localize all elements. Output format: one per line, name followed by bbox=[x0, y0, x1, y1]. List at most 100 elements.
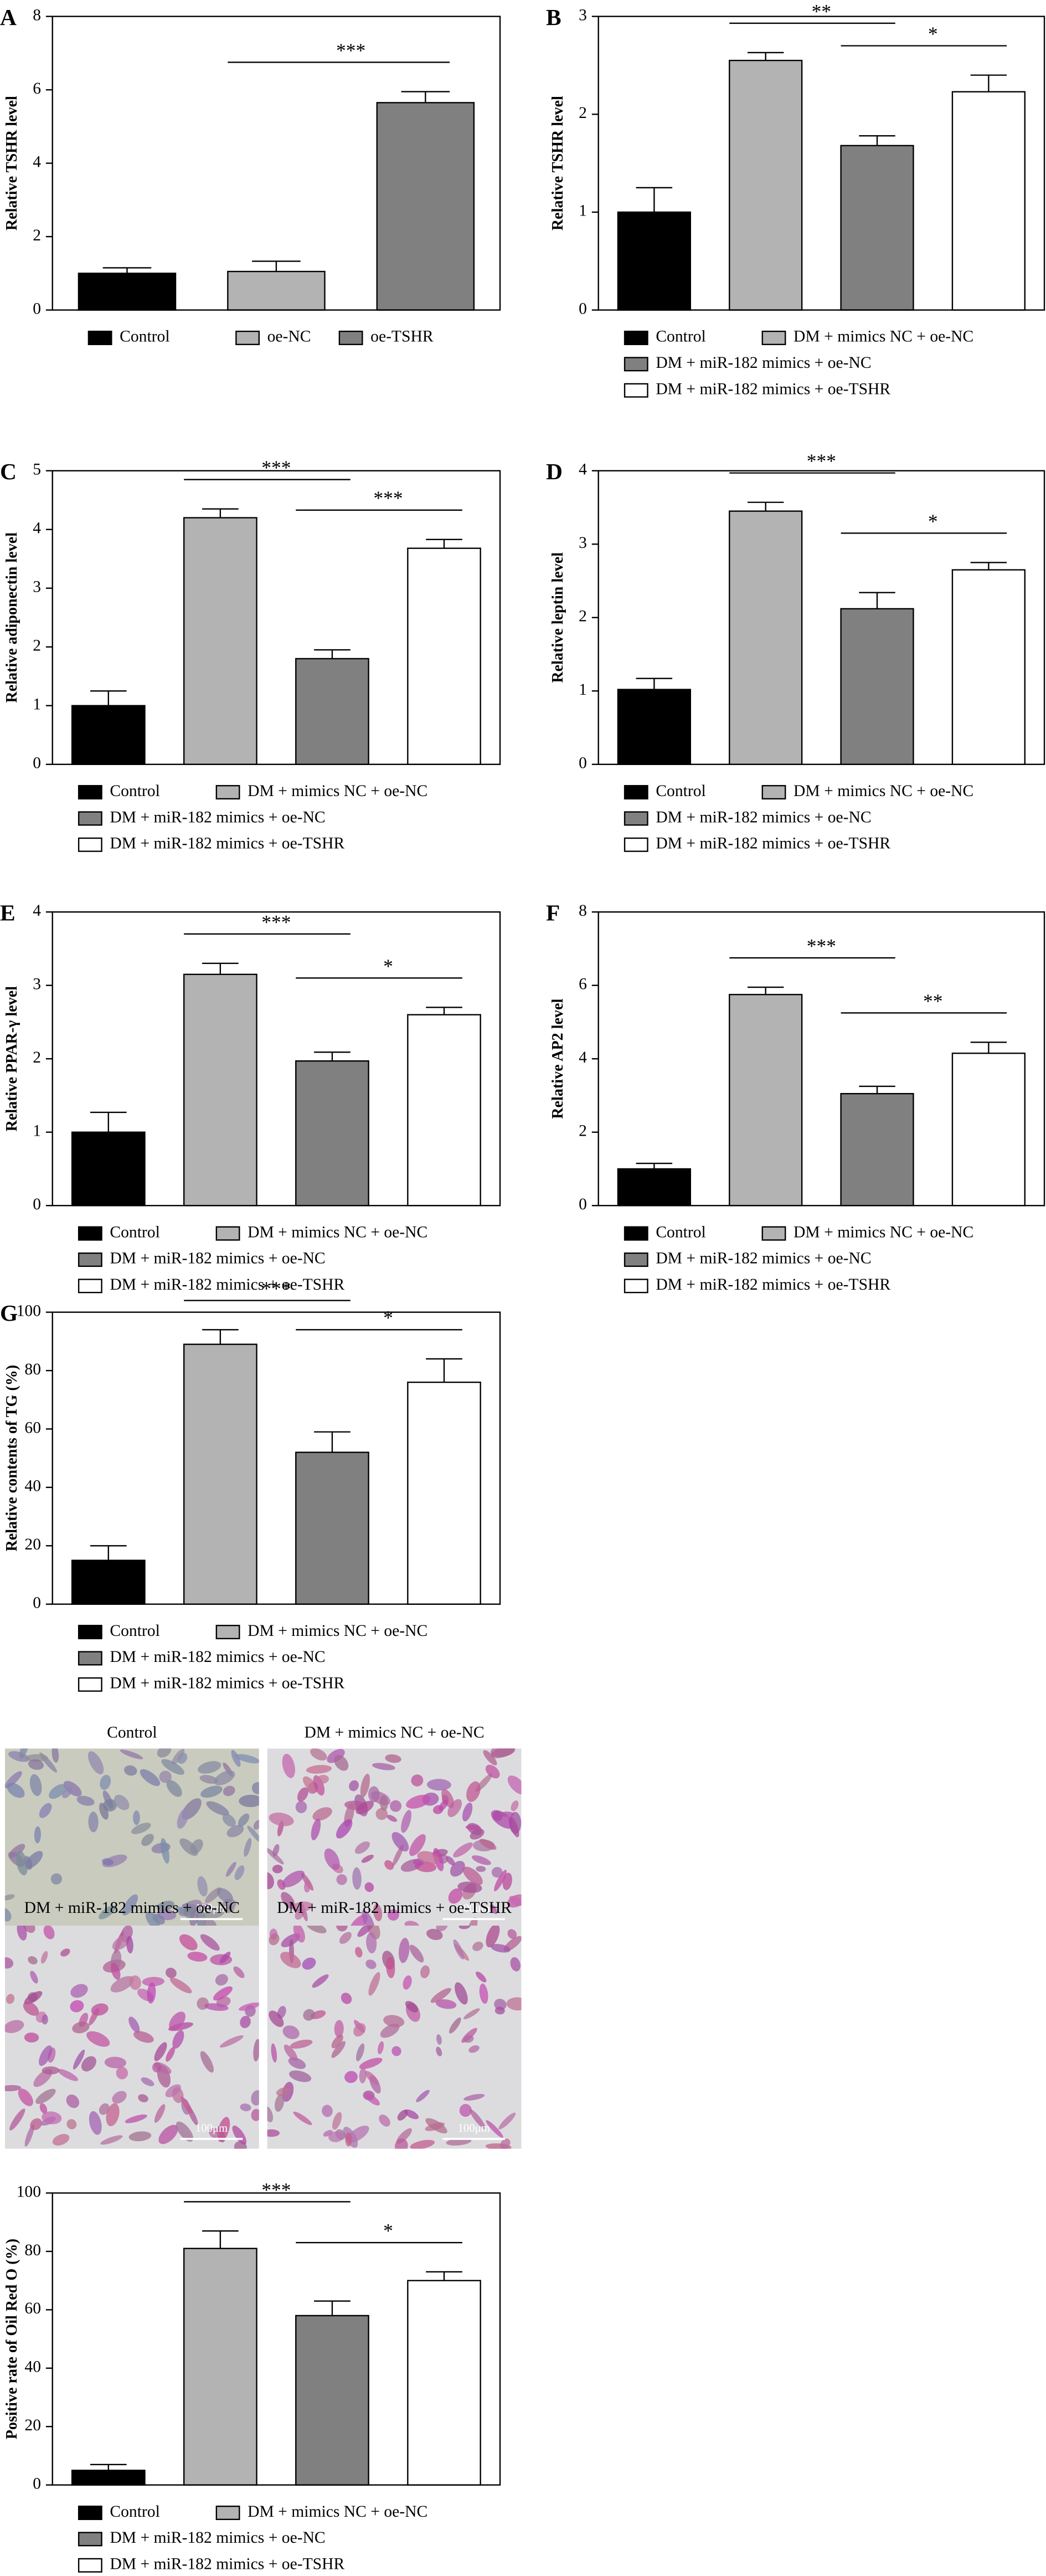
cell bbox=[276, 2087, 291, 2096]
legend-swatch bbox=[78, 1651, 102, 1666]
legend-label: DM + miR-182 mimics + oe-NC bbox=[656, 1250, 871, 1268]
cell bbox=[403, 1975, 412, 1990]
y-axis-label: Relative TSHR level bbox=[549, 96, 566, 230]
legend-label: DM + mimics NC + oe-NC bbox=[248, 1622, 427, 1640]
cell bbox=[217, 2117, 230, 2142]
cell bbox=[288, 2070, 312, 2082]
cell bbox=[99, 1803, 109, 1820]
cell bbox=[486, 1926, 500, 1948]
cell bbox=[470, 1829, 485, 1840]
legend-swatch bbox=[78, 2532, 102, 2547]
legend-swatch bbox=[624, 357, 648, 372]
panel-label: B bbox=[546, 4, 561, 30]
legend-swatch bbox=[78, 1252, 102, 1267]
cell bbox=[368, 1972, 380, 1996]
cell bbox=[7, 1783, 25, 1798]
y-axis-label: Positive rate of Oil Red O (%) bbox=[3, 2239, 20, 2439]
cell bbox=[161, 1759, 184, 1775]
y-tick-label: 100 bbox=[17, 1302, 41, 1320]
legend-swatch bbox=[78, 1226, 102, 1241]
cell bbox=[172, 1748, 185, 1765]
cell bbox=[426, 1928, 443, 1941]
cell bbox=[120, 1749, 143, 1759]
cell bbox=[282, 1753, 295, 1778]
y-tick-label: 80 bbox=[24, 2241, 41, 2259]
cell bbox=[459, 2103, 472, 2117]
cell bbox=[225, 1861, 236, 1877]
significance-label: * bbox=[383, 2220, 393, 2242]
y-tick-label: 0 bbox=[33, 2475, 41, 2492]
cell bbox=[172, 2030, 184, 2049]
cell bbox=[491, 1944, 511, 1953]
panel-label: E bbox=[0, 900, 16, 926]
cell bbox=[384, 1860, 394, 1870]
cell bbox=[311, 1818, 321, 1840]
cell bbox=[251, 2090, 259, 2106]
cell bbox=[112, 1935, 130, 1951]
cell bbox=[145, 1911, 160, 1929]
significance-label: *** bbox=[373, 487, 403, 509]
cell bbox=[366, 1932, 377, 1954]
cell bbox=[386, 1957, 395, 1978]
cell bbox=[147, 1982, 156, 2004]
cell bbox=[489, 1904, 497, 1915]
cell bbox=[293, 2111, 312, 2126]
cell bbox=[39, 2103, 48, 2114]
cell bbox=[453, 1939, 465, 1960]
cell bbox=[58, 2069, 79, 2081]
cell bbox=[251, 1782, 259, 1794]
cell bbox=[401, 1810, 411, 1833]
cell bbox=[430, 1988, 451, 2003]
cell bbox=[215, 1974, 228, 1986]
y-tick-label: 4 bbox=[579, 461, 587, 479]
cell bbox=[267, 2129, 280, 2137]
cell bbox=[138, 2094, 148, 2102]
cell bbox=[302, 1776, 318, 1793]
cell bbox=[339, 1932, 352, 1944]
cell bbox=[239, 1794, 259, 1807]
cell bbox=[39, 2045, 53, 2066]
cell bbox=[133, 2031, 154, 2043]
significance-label: ** bbox=[812, 0, 832, 22]
y-tick-label: 0 bbox=[579, 300, 587, 317]
y-tick-label: 2 bbox=[33, 637, 41, 655]
cell bbox=[4, 1894, 15, 1901]
cell bbox=[426, 1779, 451, 1791]
cell bbox=[214, 1770, 235, 1785]
cell bbox=[420, 1965, 430, 1978]
cell bbox=[233, 1966, 245, 1978]
cell bbox=[290, 2039, 313, 2049]
cell bbox=[157, 1901, 174, 1911]
significance-label: * bbox=[383, 1307, 393, 1329]
cell bbox=[331, 2041, 346, 2058]
cell bbox=[302, 1957, 316, 1970]
legend-label: Control bbox=[656, 328, 705, 346]
y-tick-label: 3 bbox=[579, 6, 587, 24]
cell bbox=[293, 1926, 305, 1943]
cell bbox=[282, 2025, 300, 2039]
legend-swatch bbox=[215, 1625, 240, 1640]
cell bbox=[439, 1799, 449, 1811]
cell bbox=[483, 1750, 497, 1766]
cell bbox=[409, 1944, 424, 1963]
cell bbox=[86, 2031, 110, 2047]
y-tick-label: 1 bbox=[33, 696, 41, 714]
cell bbox=[361, 1854, 374, 1863]
cell bbox=[8, 1751, 30, 1762]
cell bbox=[406, 1794, 431, 1809]
cell bbox=[404, 2109, 419, 2120]
cell bbox=[141, 2077, 154, 2086]
cell bbox=[297, 1787, 308, 1802]
bar bbox=[729, 994, 803, 1207]
y-tick-label: 4 bbox=[33, 902, 41, 920]
cell bbox=[472, 1941, 483, 1951]
y-tick-label: 1 bbox=[579, 202, 587, 220]
cell bbox=[40, 1951, 48, 1964]
cell bbox=[81, 2056, 96, 2072]
plot-frame bbox=[51, 911, 501, 1207]
significance-label: *** bbox=[261, 456, 291, 479]
cell bbox=[436, 2034, 442, 2045]
cell bbox=[99, 2103, 110, 2115]
image-caption: DM + miR-182 mimics + oe-NC bbox=[24, 1899, 240, 1917]
cell bbox=[199, 1775, 218, 1784]
